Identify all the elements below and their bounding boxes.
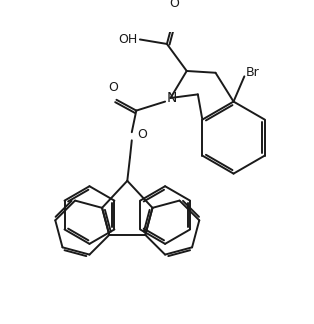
Text: O: O bbox=[169, 0, 179, 10]
Text: N: N bbox=[166, 91, 176, 105]
Text: O: O bbox=[108, 81, 118, 94]
Text: OH: OH bbox=[118, 33, 137, 46]
Text: Br: Br bbox=[246, 66, 260, 79]
Text: O: O bbox=[137, 128, 147, 141]
